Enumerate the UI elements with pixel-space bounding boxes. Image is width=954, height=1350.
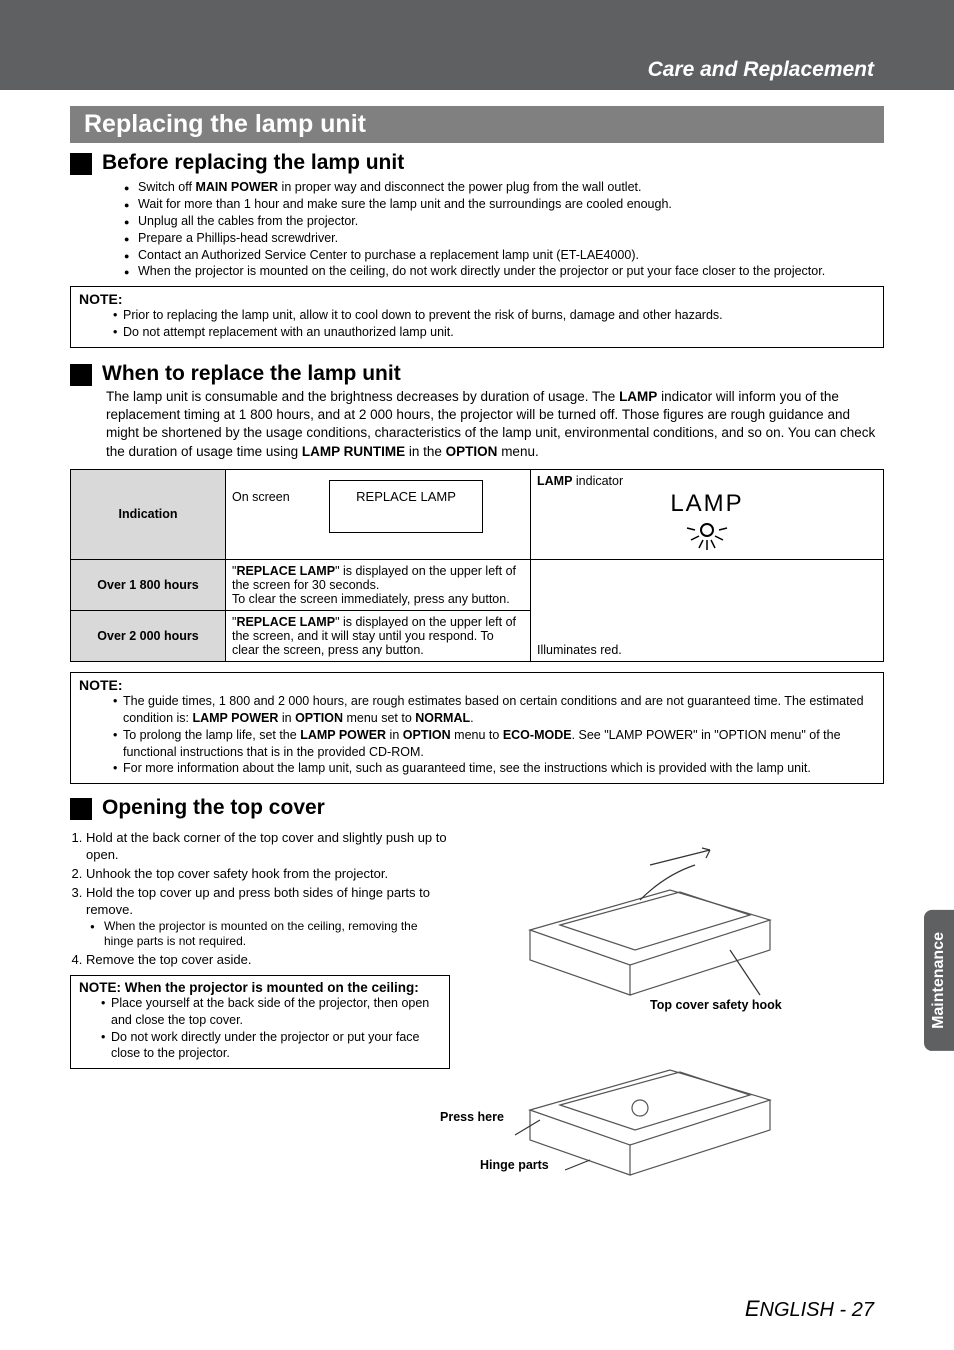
footer-lang-first: E — [745, 1296, 760, 1321]
table-head-2000: Over 2 000 hours — [71, 610, 226, 661]
opening-title: Opening the top cover — [102, 796, 325, 820]
bullet-item: Switch off MAIN POWER in proper way and … — [124, 179, 884, 196]
label-press: Press here — [440, 1110, 504, 1124]
table-head-1800: Over 1 800 hours — [71, 559, 226, 610]
lamp-indicator-icon — [677, 520, 737, 552]
step-item: Hold the top cover up and press both sid… — [86, 885, 450, 950]
row-1800-text: "REPLACE LAMP" is displayed on the upper… — [226, 559, 531, 610]
when-body: The lamp unit is consumable and the brig… — [106, 388, 884, 461]
opening-steps: Hold at the back corner of the top cover… — [86, 830, 450, 969]
note-item: Place yourself at the back side of the p… — [101, 995, 441, 1029]
label-hinge: Hinge parts — [480, 1158, 549, 1172]
lamp-text: LAMP — [537, 490, 877, 518]
section-title: Replacing the lamp unit — [70, 106, 884, 143]
note-box-2: NOTE: The guide times, 1 800 and 2 000 h… — [70, 672, 884, 784]
onscreen-label: On screen — [232, 490, 290, 504]
ceiling-note-box: NOTE: When the projector is mounted on t… — [70, 975, 450, 1070]
square-marker-icon — [70, 364, 92, 386]
note-item: Do not attempt replacement with an unaut… — [113, 324, 875, 341]
illuminates-cell: Illuminates red. — [531, 559, 884, 661]
sub-bullet-item: When the projector is mounted on the cei… — [90, 919, 450, 950]
before-title: Before replacing the lamp unit — [102, 151, 404, 175]
footer-lang: NGLISH — [760, 1299, 834, 1321]
bullet-item: When the projector is mounted on the cei… — [124, 263, 884, 280]
footer-page: 27 — [852, 1299, 874, 1321]
diagram-area: Top cover safety hook Press here Hinge p… — [470, 830, 884, 1185]
side-tab-maintenance: Maintenance — [924, 910, 954, 1051]
before-bullets: Switch off MAIN POWER in proper way and … — [124, 179, 884, 280]
footer-sep: - — [834, 1299, 852, 1321]
lamp-indicator-label: LAMP indicator — [537, 474, 877, 488]
label-hook: Top cover safety hook — [650, 998, 782, 1012]
step-item: Unhook the top cover safety hook from th… — [86, 866, 450, 883]
step-item: Remove the top cover aside. — [86, 952, 450, 969]
step-item: Hold at the back corner of the top cover… — [86, 830, 450, 864]
lamp-indicator-cell: LAMP indicator LAMP — [531, 469, 884, 559]
subsection-when: When to replace the lamp unit — [70, 362, 884, 386]
bullet-item: Unplug all the cables from the projector… — [124, 213, 884, 230]
bullet-item: Contact an Authorized Service Center to … — [124, 247, 884, 264]
note-item: To prolong the lamp life, set the LAMP P… — [113, 727, 875, 761]
note-item: The guide times, 1 800 and 2 000 hours, … — [113, 693, 875, 727]
replace-lamp-box: REPLACE LAMP — [329, 480, 483, 533]
onscreen-cell: On screen REPLACE LAMP — [226, 469, 531, 559]
row-2000-text: "REPLACE LAMP" is displayed on the upper… — [226, 610, 531, 661]
subsection-before: Before replacing the lamp unit — [70, 151, 884, 175]
lamp-table: Indication On screen REPLACE LAMP LAMP i… — [70, 469, 884, 662]
table-head-indication: Indication — [71, 469, 226, 559]
header-title: Care and Replacement — [648, 58, 874, 82]
note-title: NOTE: — [79, 291, 875, 307]
square-marker-icon — [70, 798, 92, 820]
square-marker-icon — [70, 153, 92, 175]
note-item: Do not work directly under the projector… — [101, 1029, 441, 1063]
bullet-item: Prepare a Phillips-head screwdriver. — [124, 230, 884, 247]
page-header: Care and Replacement — [0, 0, 954, 90]
subsection-opening: Opening the top cover — [70, 796, 884, 820]
bullet-item: Wait for more than 1 hour and make sure … — [124, 196, 884, 213]
note-item: Prior to replacing the lamp unit, allow … — [113, 307, 875, 324]
note-item: For more information about the lamp unit… — [113, 760, 875, 777]
page-footer: ENGLISH - 27 — [745, 1296, 874, 1322]
note-title: NOTE: — [79, 677, 875, 693]
when-title: When to replace the lamp unit — [102, 362, 401, 386]
ceiling-note-title: NOTE: When the projector is mounted on t… — [79, 980, 441, 995]
note-box-1: NOTE: Prior to replacing the lamp unit, … — [70, 286, 884, 348]
